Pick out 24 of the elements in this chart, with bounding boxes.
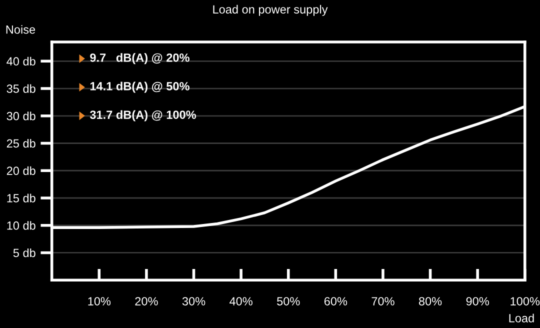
x-tick-label: 30% (182, 297, 206, 306)
x-tick-label: 80% (418, 297, 442, 306)
x-tick-label: 40% (230, 297, 252, 306)
y-tick-label: 20 db (6, 166, 36, 176)
x-tick-label: 10% (88, 297, 111, 306)
x-tick-label: 70% (372, 297, 394, 306)
y-axis-title: Noise (6, 25, 36, 34)
x-axis-title: Load (509, 314, 534, 322)
y-tick-label: 5 db (13, 248, 36, 258)
x-tick-label: 20% (135, 297, 158, 306)
chart-title: Load on power supply (213, 4, 328, 16)
y-tick-label: 15 db (7, 194, 36, 202)
annotation: 31.7 dB(A) @ 100% (90, 110, 196, 122)
y-tick-label: 35 db (6, 84, 36, 93)
annotation: 14.1 dB(A) @ 50% (90, 82, 190, 93)
x-tick-label: 60% (324, 297, 348, 306)
y-tick-label: 40 db (6, 56, 36, 66)
x-tick-label: 50% (277, 297, 300, 306)
annotation: 9.7 dB(A) @ 20% (90, 53, 190, 64)
y-tick-label: 30 db (6, 112, 36, 120)
x-tick-label: 100% (510, 297, 540, 306)
y-tick-label: 25 db (6, 138, 36, 148)
x-tick-label: 90% (466, 297, 489, 306)
y-tick-label: 10 db (7, 221, 36, 230)
